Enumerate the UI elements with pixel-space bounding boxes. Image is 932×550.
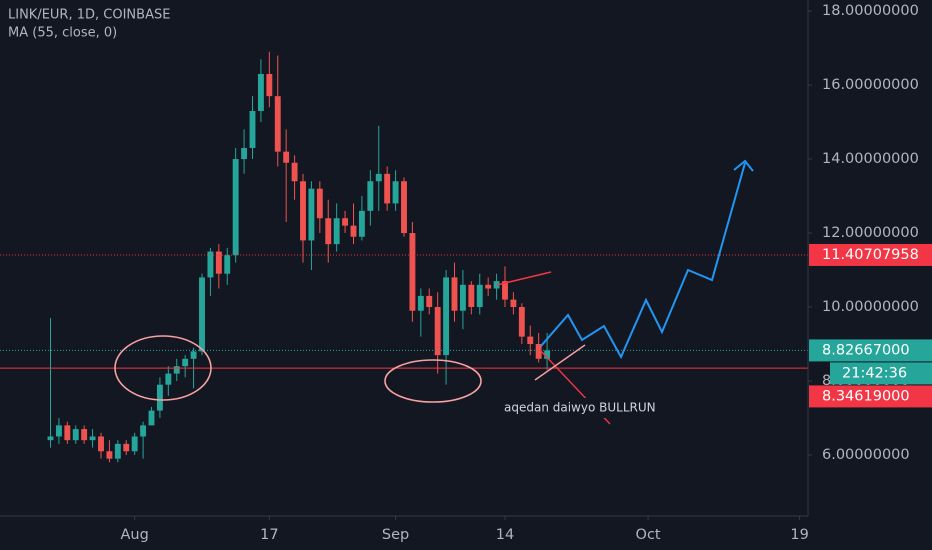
price-label-box: [809, 243, 932, 266]
drawings: [114, 159, 754, 425]
price-axis: 6.000000008.0000000010.0000000012.000000…: [808, 3, 932, 463]
candle-body: [72, 429, 79, 441]
candle-body: [148, 410, 155, 426]
candle-body: [241, 147, 248, 160]
annotation-box: [500, 398, 677, 418]
candle-body: [47, 436, 54, 441]
y-tick-label: 18.00000000: [822, 3, 919, 19]
candle-body: [190, 351, 197, 359]
candle-body: [358, 210, 365, 237]
candle-body: [333, 218, 340, 245]
candle-body: [81, 429, 88, 441]
price-label: 8.34619000: [822, 388, 910, 404]
candle-body: [476, 284, 483, 308]
x-tick-label: Oct: [636, 527, 661, 543]
chart-title: LINK/EUR, 1D, COINBASE: [8, 8, 170, 23]
countdown-box: [830, 362, 932, 385]
countdown: 21:42:36: [842, 365, 907, 381]
candle-body: [182, 358, 189, 367]
candle-body: [283, 151, 290, 163]
plot-area: [0, 51, 808, 463]
candle-body: [409, 233, 416, 311]
candle-body: [274, 96, 281, 152]
candle-body: [140, 425, 147, 437]
candle-body: [266, 73, 273, 97]
candle-body: [367, 181, 374, 211]
candle-body: [199, 277, 205, 352]
candle-body: [510, 299, 517, 308]
candle-body: [485, 284, 492, 289]
y-tick-label: 12.00000000: [822, 225, 919, 241]
candle-body: [375, 173, 382, 182]
y-tick-label: 14.00000000: [822, 151, 919, 167]
price-label: 8.82667000: [822, 342, 910, 358]
candle-body: [207, 251, 214, 278]
cross-line: [534, 344, 586, 381]
candle-body: [468, 284, 475, 308]
candle-body: [300, 181, 306, 241]
candle-body: [316, 188, 323, 219]
candle-body: [131, 436, 138, 452]
candle-body: [156, 384, 163, 411]
price-label-box: [809, 339, 932, 362]
candle-body: [106, 451, 113, 459]
x-tick-label: Aug: [121, 527, 149, 543]
candle-body: [224, 255, 231, 274]
candle-body: [114, 443, 121, 459]
candle-body: [451, 277, 458, 311]
x-tick-label: 19: [790, 527, 808, 543]
candle-body: [173, 366, 180, 374]
candle-body: [291, 162, 298, 182]
arrow-head: [733, 159, 754, 172]
x-tick-label: Sep: [382, 527, 409, 543]
candle-body: [64, 425, 71, 441]
candle-body: [342, 218, 349, 226]
circle-drawing: [384, 359, 482, 403]
y-tick-label: 10.00000000: [822, 299, 919, 315]
candle-body: [384, 173, 391, 204]
projection-path: [540, 162, 746, 360]
candle-body: [401, 181, 407, 234]
trend-line: [496, 271, 552, 286]
candle-body: [98, 436, 104, 452]
candle-body: [257, 73, 264, 111]
candle-body: [55, 425, 62, 437]
candle-body: [493, 281, 500, 289]
candle-body: [392, 181, 399, 204]
candle-body: [544, 350, 551, 359]
candle-body: [417, 295, 424, 311]
candle-body: [215, 251, 222, 274]
x-tick-label: 14: [496, 527, 514, 543]
candle-body: [527, 336, 534, 344]
chart-subtitle: MA (55, close, 0): [8, 26, 117, 41]
candle-body: [165, 373, 172, 385]
candle-body: [443, 277, 450, 356]
candle-body: [325, 218, 332, 245]
price-label: 11.40707958: [822, 247, 919, 263]
candle-body: [502, 281, 508, 300]
candle-body: [535, 344, 542, 359]
annotation: aqedan daiwyo BULLRUN: [504, 401, 656, 415]
candle-body: [249, 110, 256, 148]
candle-body: [308, 188, 315, 241]
candle-body: [232, 159, 239, 256]
candle-body: [123, 443, 130, 452]
price-label-box: [809, 385, 932, 408]
circle-drawing: [114, 335, 212, 401]
x-tick-label: 17: [260, 527, 278, 543]
candle-body: [518, 307, 525, 337]
y-tick-label: 6.00000000: [822, 447, 910, 463]
candle-body: [89, 436, 96, 441]
candle-body: [434, 307, 441, 356]
candle-body: [459, 284, 466, 311]
candle-body: [426, 295, 433, 308]
y-tick-label: 16.00000000: [822, 77, 919, 93]
candle-body: [350, 225, 357, 237]
